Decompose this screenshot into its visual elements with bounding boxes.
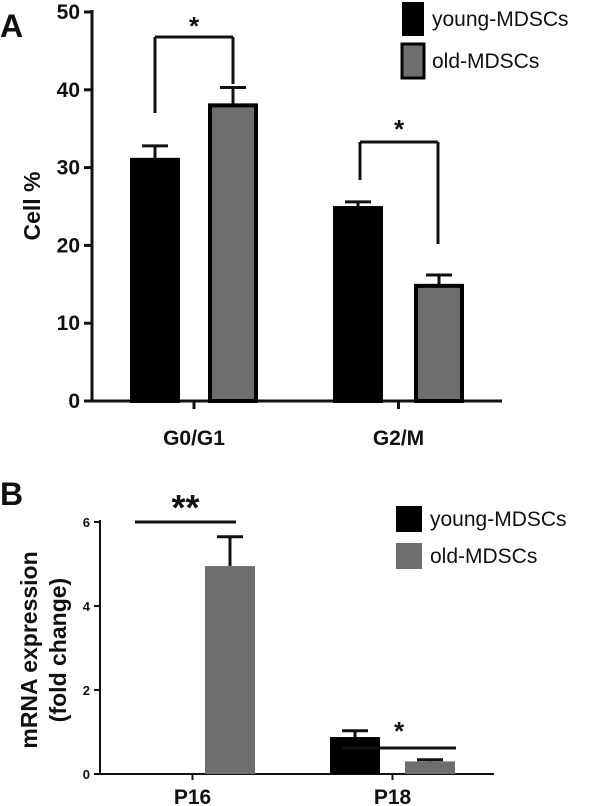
panel-b: B mRNA expression (fold change) 0 2 4 6 P16 P…: [0, 476, 567, 806]
legend-label: young-MDSCs: [430, 508, 567, 531]
significance-star: *: [394, 114, 405, 144]
significance-star: *: [189, 11, 200, 41]
panel-a-significance: **: [153, 11, 440, 244]
y-tick-label: 0: [68, 390, 80, 413]
y-tick-label: 6: [83, 515, 90, 530]
panel-b-y-axis-label-line-1: mRNA expression: [16, 551, 42, 748]
y-tick-label: 20: [57, 234, 80, 257]
significance-star: *: [394, 716, 405, 746]
y-tick-label: 4: [83, 599, 91, 614]
x-category-label: G0/G1: [163, 427, 225, 450]
y-tick-label: 10: [57, 312, 80, 335]
legend-swatch: [396, 506, 422, 532]
x-category-label: P16: [174, 786, 211, 806]
legend-label: young-MDSCs: [432, 8, 569, 31]
panel-a-bars: [130, 85, 464, 404]
bar-young-mdscs-g0g1: [130, 157, 180, 403]
x-category-label: P18: [374, 786, 412, 806]
panel-a-legend: young-MDSCs old-MDSCs: [400, 2, 569, 80]
panel-a-y-axis-label: Cell %: [19, 171, 45, 240]
legend-label: old-MDSCs: [432, 50, 539, 73]
significance-star: **: [171, 487, 199, 528]
legend-label: old-MDSCs: [430, 545, 537, 568]
x-category-label: G2/M: [373, 427, 424, 450]
bar-old-mdscs-p16: [205, 566, 255, 774]
y-tick-label: 50: [57, 1, 80, 24]
legend-swatch: [396, 543, 422, 569]
legend-swatch: [402, 2, 424, 36]
y-tick-label: 0: [83, 767, 90, 782]
panel-b-y-axis-label-line-2: (fold change): [45, 578, 71, 722]
y-tick-label: 40: [57, 79, 80, 102]
y-tick-label: 30: [57, 157, 80, 180]
legend-swatch: [400, 42, 426, 80]
panel-b-legend: young-MDSCs old-MDSCs: [396, 506, 567, 569]
bar-young-mdscs-g2m: [333, 206, 383, 403]
bar-old-mdscs-p18: [405, 761, 455, 774]
panel-b-bars: [205, 535, 455, 774]
bar-old-mdscs-g0g1: [208, 103, 258, 404]
panel-a-letter: A: [0, 8, 23, 44]
bar-young-mdscs-p18: [330, 737, 380, 774]
panel-b-letter: B: [0, 476, 23, 512]
y-tick-label: 2: [83, 683, 90, 698]
panel-b-significance: ***: [135, 487, 456, 750]
bar-old-mdscs-g2m: [414, 283, 464, 403]
